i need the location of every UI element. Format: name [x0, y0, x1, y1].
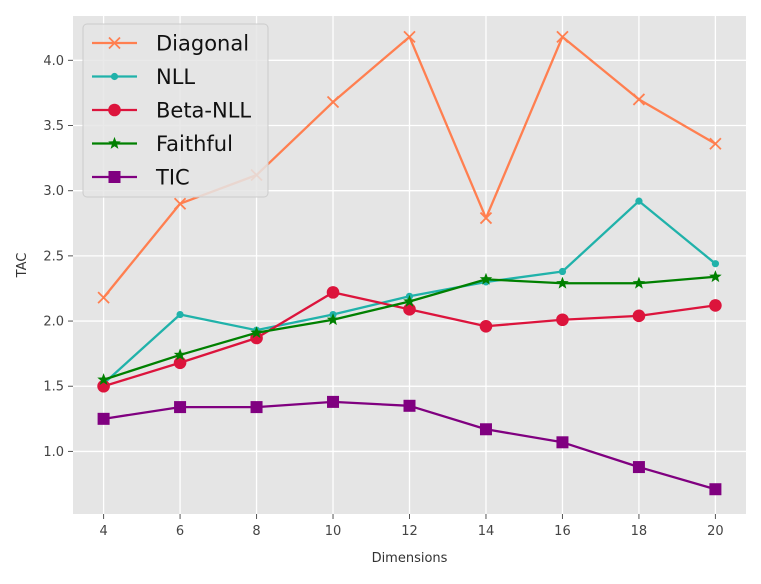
legend-marker-tic: [108, 171, 121, 183]
data-point-diagonal: [173, 197, 187, 210]
series-tic: [97, 395, 722, 496]
legend-marker-diagonal: [108, 36, 121, 50]
data-point-beta-nll: [556, 313, 569, 327]
data-point-faithful: [403, 294, 416, 307]
legend-frame: [82, 23, 269, 198]
series-beta-nll: [97, 286, 722, 393]
x-tick-label: 14: [478, 524, 495, 539]
y-axis-label: TAC: [15, 253, 30, 279]
legend-label-diagonal: Diagonal: [156, 32, 249, 56]
data-point-diagonal: [709, 137, 722, 150]
data-point-faithful: [479, 272, 493, 285]
data-point-beta-nll: [709, 299, 722, 312]
data-point-tic: [403, 399, 416, 412]
legend-marker-faithful: [108, 136, 121, 149]
data-point-diagonal: [479, 211, 493, 225]
data-point-tic: [174, 401, 187, 414]
data-point-tic: [250, 401, 263, 414]
series-group: [97, 30, 722, 496]
data-point-nll: [711, 260, 720, 268]
legend-entry-faithful: Faithful: [92, 132, 233, 156]
data-point-beta-nll: [479, 319, 493, 333]
data-point-tic: [556, 436, 569, 449]
data-point-nll: [176, 310, 184, 319]
x-tick-label: 8: [252, 524, 260, 539]
y-tick-label: 3.0: [43, 184, 64, 199]
y-tick-label: 1.5: [43, 380, 64, 395]
legend-entry-diagonal: Diagonal: [92, 32, 249, 56]
data-point-beta-nll: [632, 309, 646, 323]
data-point-faithful: [556, 276, 569, 289]
y-tick-label: 3.5: [43, 119, 64, 134]
x-tick-label: 4: [99, 524, 107, 539]
data-point-beta-nll: [326, 286, 340, 299]
legend-entry-tic: TIC: [92, 166, 190, 190]
x-tick-label: 20: [707, 524, 724, 539]
data-point-diagonal: [97, 291, 110, 304]
x-tick-label: 10: [325, 524, 342, 539]
x-tick-label: 12: [401, 524, 418, 539]
legend-entry-nll: NLL: [92, 65, 195, 89]
data-point-tic: [97, 412, 110, 425]
axis-ticks: 4 6 8 10 12 14 16 18 20 1.0 1.5 2.0 2.5 3.0 3.5 4.0: [43, 54, 723, 539]
x-axis-label: Dimensions: [372, 551, 448, 566]
y-tick-label: 2.5: [43, 249, 64, 264]
data-point-beta-nll: [403, 303, 416, 316]
data-point-diagonal: [632, 93, 646, 106]
legend-entry-beta-nll: Beta-NLL: [92, 99, 251, 123]
legend-label-tic: TIC: [155, 166, 190, 190]
data-point-faithful: [97, 373, 110, 386]
legend-label-nll: NLL: [156, 65, 195, 89]
legend-marker-beta-nll: [108, 103, 121, 117]
data-point-diagonal: [326, 95, 340, 109]
data-point-diagonal: [403, 30, 416, 43]
legend-marker-nll: [110, 72, 119, 81]
x-tick-label: 18: [631, 524, 648, 539]
x-tick-label: 16: [554, 524, 571, 539]
data-point-beta-nll: [173, 356, 187, 370]
legend-label-beta-nll: Beta-NLL: [156, 99, 251, 123]
data-point-tic: [327, 395, 340, 408]
data-point-diagonal: [556, 30, 569, 43]
data-point-nll: [635, 197, 643, 205]
y-tick-label: 1.0: [43, 445, 64, 460]
y-tick-label: 4.0: [43, 54, 64, 69]
data-point-tic: [479, 423, 492, 436]
data-point-faithful: [326, 313, 340, 326]
data-point-faithful: [709, 270, 722, 283]
data-point-faithful: [250, 326, 263, 339]
y-tick-label: 2.0: [43, 315, 64, 330]
x-tick-label: 6: [176, 524, 184, 539]
data-point-nll: [558, 267, 567, 276]
legend-label-faithful: Faithful: [156, 132, 233, 156]
series-faithful: [97, 270, 722, 386]
data-point-faithful: [173, 348, 187, 361]
data-point-tic: [709, 483, 722, 496]
legend: Diagonal NLL Beta-NLL Faithful TIC: [82, 23, 269, 198]
data-point-faithful: [632, 276, 646, 289]
data-point-tic: [632, 461, 645, 474]
